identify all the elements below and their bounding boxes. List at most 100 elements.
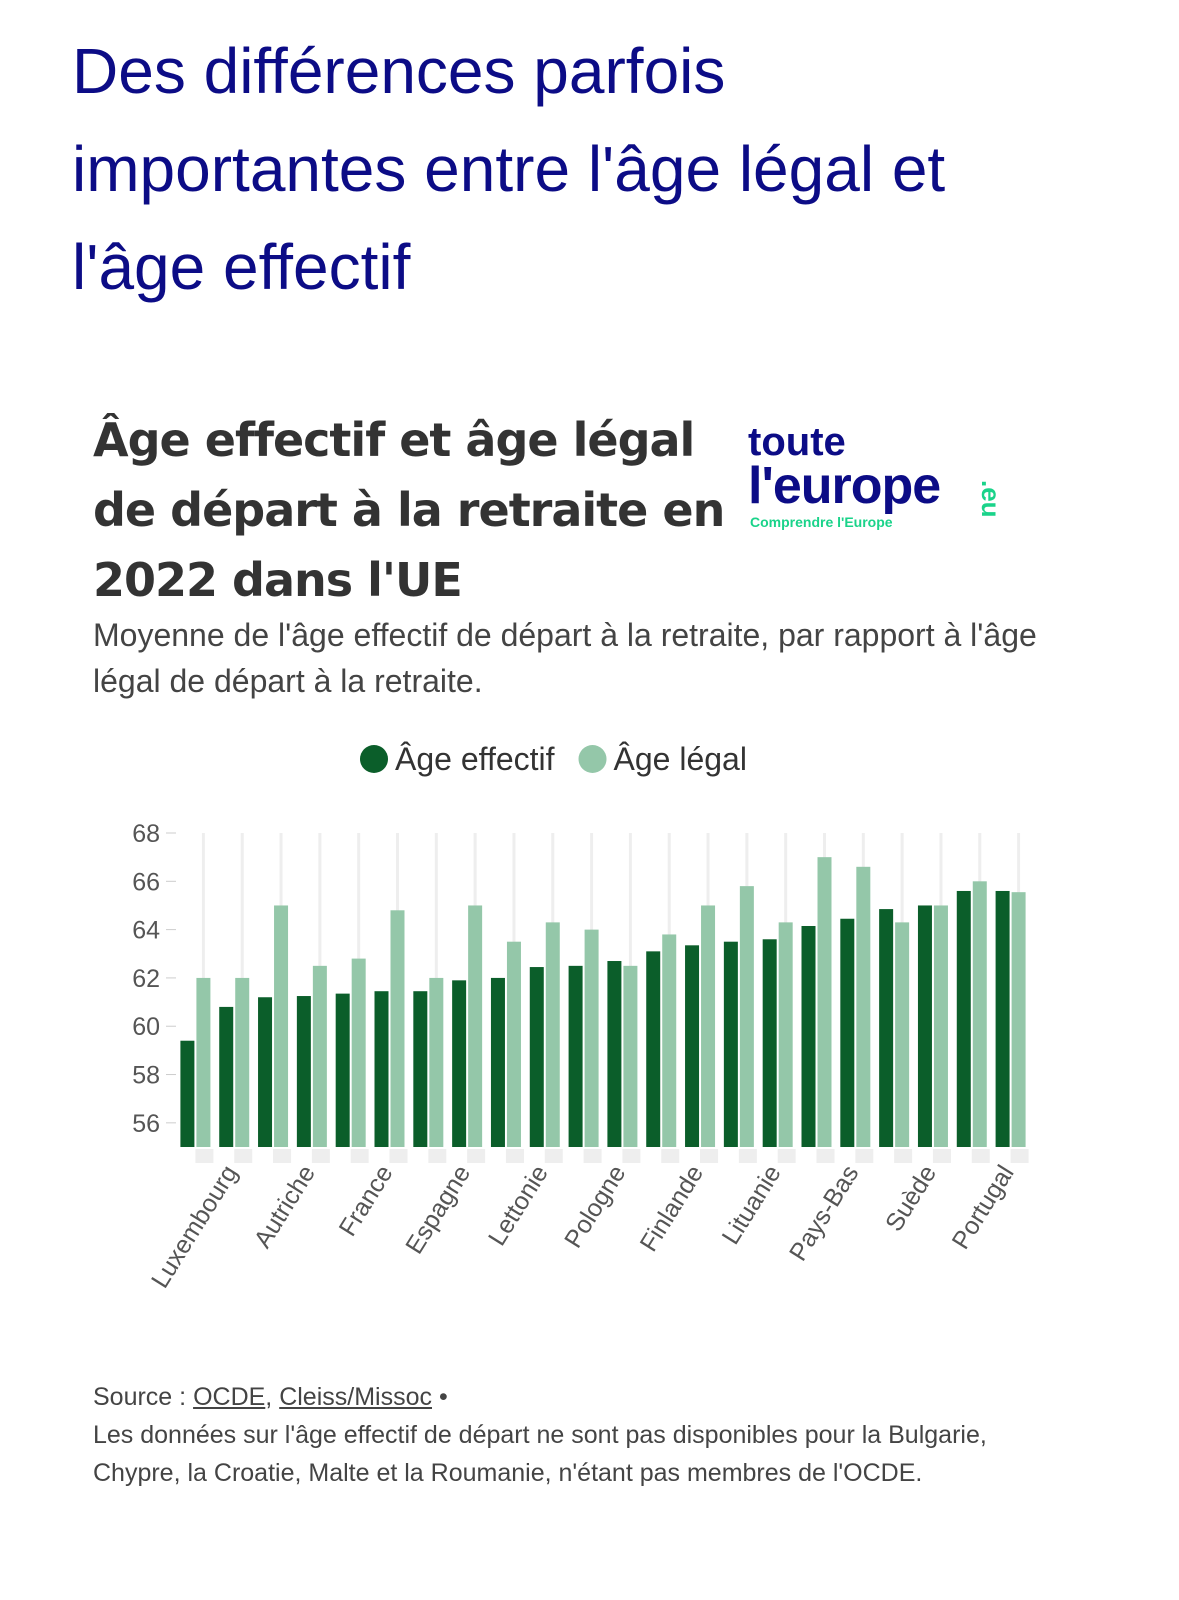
- bar: [723, 941, 738, 1147]
- bar: [274, 905, 289, 1147]
- category-slot: [273, 1149, 292, 1163]
- bar: [196, 977, 211, 1147]
- x-tick-label: Lettonie: [483, 1160, 554, 1250]
- footer-note: Les données sur l'âge effectif de départ…: [93, 1421, 987, 1487]
- bar: [452, 980, 467, 1147]
- x-tick-label: Suède: [880, 1160, 942, 1236]
- bar: [296, 996, 311, 1147]
- category-slot: [777, 1149, 796, 1163]
- bar: [235, 977, 250, 1147]
- category-slot: [622, 1149, 641, 1163]
- category-slot: [816, 1149, 835, 1163]
- category-slot: [505, 1149, 524, 1163]
- bar: [468, 905, 483, 1147]
- y-tick-label: 56: [132, 1110, 160, 1138]
- category-slot: [428, 1149, 447, 1163]
- category-slot: [894, 1149, 913, 1163]
- bar: [529, 967, 544, 1147]
- x-tick-label: France: [334, 1160, 399, 1241]
- y-tick-label: 62: [132, 965, 160, 993]
- x-tick-label: Pays-Bas: [784, 1160, 864, 1266]
- y-tick-label: 60: [132, 1013, 160, 1041]
- category-slot: [195, 1149, 214, 1163]
- bar: [490, 977, 505, 1147]
- bar: [584, 929, 599, 1147]
- bar: [739, 886, 754, 1147]
- bar: [778, 922, 793, 1147]
- bar: [506, 941, 521, 1147]
- category-slot: [971, 1149, 990, 1163]
- bar: [219, 1006, 234, 1147]
- bar: [390, 910, 405, 1147]
- bar: [351, 958, 366, 1147]
- x-tick-label: Autriche: [249, 1160, 321, 1253]
- bar: [258, 997, 273, 1147]
- category-slot: [389, 1149, 408, 1163]
- bar: [662, 934, 677, 1147]
- bar: [335, 993, 350, 1147]
- bar: [545, 922, 560, 1147]
- bar: [762, 939, 777, 1147]
- category-slot: [311, 1149, 330, 1163]
- bar: [817, 857, 832, 1147]
- bar: [646, 951, 661, 1147]
- bar: [429, 977, 444, 1147]
- legend-swatch: [578, 745, 607, 773]
- bar: [917, 905, 932, 1147]
- bar: [685, 945, 700, 1147]
- x-tick-label: Finlande: [635, 1160, 710, 1256]
- bar: [856, 866, 871, 1147]
- bar: [623, 965, 638, 1147]
- bar: [568, 965, 583, 1147]
- category-slot: [855, 1149, 874, 1163]
- bar: [801, 925, 816, 1147]
- bar: [607, 961, 622, 1147]
- x-tick-label: Lituanie: [717, 1160, 787, 1249]
- bar: [879, 909, 894, 1147]
- legend-swatch: [360, 745, 388, 773]
- category-slot: [234, 1149, 253, 1163]
- page-title: Des différences parfois importantes entr…: [72, 35, 946, 303]
- chart-subtitle: Moyenne de l'âge effectif de départ à la…: [93, 617, 1037, 699]
- bar: [895, 922, 910, 1147]
- category-slot: [467, 1149, 486, 1163]
- bar: [701, 905, 716, 1147]
- bar: [1011, 892, 1026, 1147]
- bar: [933, 905, 948, 1147]
- category-slot: [350, 1149, 369, 1163]
- bar: [413, 991, 428, 1147]
- bar: [374, 991, 389, 1147]
- category-slot: [661, 1149, 680, 1163]
- category-slot: [738, 1149, 757, 1163]
- category-slot: [544, 1149, 563, 1163]
- bar: [312, 965, 327, 1147]
- logo: toute l'europe .eu Comprendre l'Europe: [748, 420, 1048, 540]
- bar: [995, 890, 1010, 1147]
- legend-label: Âge effectif: [395, 741, 555, 777]
- bar: [840, 918, 855, 1147]
- source-label: Source :: [93, 1383, 187, 1411]
- x-tick-label: Luxembourg: [146, 1160, 243, 1293]
- logo-tagline: Comprendre l'Europe: [750, 514, 893, 530]
- bar: [180, 1040, 195, 1147]
- chart-title: Âge effectif et âge légal de départ à la…: [93, 413, 725, 607]
- source-link[interactable]: OCDE: [193, 1383, 266, 1411]
- legend-label: Âge légal: [614, 741, 747, 777]
- y-tick-label: 68: [132, 820, 160, 848]
- logo-text: l'europe: [748, 457, 941, 515]
- bar: [956, 890, 971, 1147]
- y-tick-label: 64: [132, 917, 160, 945]
- category-slot: [1010, 1149, 1029, 1163]
- footer: Source : OCDE, Cleiss/Missoc • Les donné…: [93, 1383, 987, 1487]
- x-tick-label: Portugal: [947, 1160, 1020, 1254]
- logo-text: toute: [748, 420, 846, 464]
- chart: Âge effectif Âge légal 56 58 60 62 64 66 68 Luxem…: [132, 741, 1029, 1293]
- source-link[interactable]: Cleiss/Missoc: [279, 1383, 432, 1411]
- bar: [972, 881, 987, 1147]
- x-tick-label: Espagne: [400, 1160, 476, 1259]
- x-tick-label: Pologne: [559, 1160, 631, 1253]
- category-slot: [700, 1149, 719, 1163]
- category-slot: [932, 1149, 951, 1163]
- y-tick-label: 58: [132, 1062, 160, 1090]
